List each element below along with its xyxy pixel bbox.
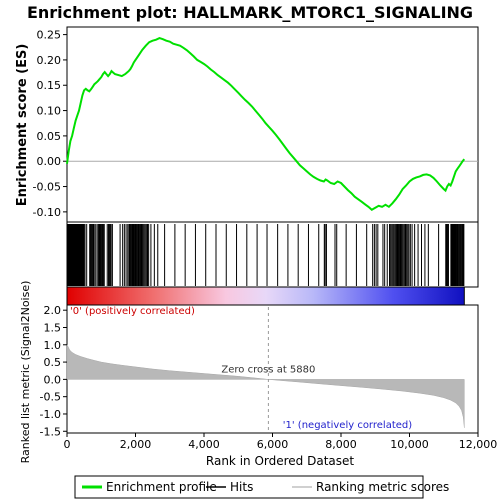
metric-y-tick-label: -1.0 [40, 408, 61, 421]
x-tick-label: 8,000 [325, 438, 357, 451]
es-y-tick-label: 0.20 [37, 54, 62, 67]
es-y-tick-label: 0.00 [37, 155, 62, 168]
hits-marks [66, 224, 465, 286]
legend-label: Ranking metric scores [316, 480, 449, 494]
es-y-tick-label: 0.10 [37, 105, 62, 118]
es-panel-frame [66, 26, 479, 223]
ranking-metric-area [66, 343, 465, 428]
es-y-tick-label: 0.05 [37, 130, 62, 143]
legend: Enrichment profile Hits Ranking metric sco… [82, 480, 449, 494]
x-tick-label: 2,000 [120, 438, 152, 451]
positive-correlation-label: '0' (positively correlated) [70, 306, 195, 317]
x-tick-label: 10,000 [390, 438, 429, 451]
es-y-tick-label: -0.10 [33, 206, 61, 219]
metric-y-tick-label: -0.5 [40, 391, 61, 404]
metric-y-ticks: -1.5 -1.0 -0.5 0.0 0.5 1.0 1.5 2.0 [40, 304, 67, 438]
legend-label: Enrichment profile [106, 480, 217, 494]
x-tick-label: 6,000 [257, 438, 289, 451]
es-y-axis-label: Enrichment score (ES) [15, 44, 30, 207]
es-y-tick-label: 0.25 [37, 29, 62, 42]
x-axis-label: Rank in Ordered Dataset [206, 454, 354, 468]
chart-title: Enrichment plot: HALLMARK_MTORC1_SIGNALI… [27, 3, 473, 22]
x-tick-label: 4,000 [188, 438, 220, 451]
x-axis-ticks: 0 2,000 4,000 6,000 8,000 10,000 12,000 [64, 433, 498, 451]
legend-box [74, 475, 424, 499]
metric-y-axis-label: Ranked list metric (Signal2Noise) [19, 281, 32, 464]
enrichment-profile-line [66, 37, 466, 212]
metric-y-tick-label: 0.0 [44, 373, 62, 386]
legend-label: Hits [230, 480, 253, 494]
metric-y-tick-label: -1.5 [40, 425, 61, 438]
metric-y-tick-label: 2.0 [44, 304, 62, 317]
metric-y-tick-label: 1.0 [44, 339, 62, 352]
x-tick-label: 0 [64, 438, 71, 451]
es-y-tick-label: 0.15 [37, 79, 62, 92]
es-y-tick-label: -0.05 [33, 181, 61, 194]
metric-y-tick-label: 1.5 [44, 321, 62, 334]
metric-y-tick-label: 0.5 [44, 356, 62, 369]
x-tick-label: 12,000 [459, 438, 498, 451]
zero-cross-label: Zero cross at 5880 [221, 364, 315, 375]
negative-correlation-label: '1' (negatively correlated) [283, 420, 412, 431]
es-y-ticks: -0.10 -0.05 0.00 0.05 0.10 0.15 0.20 0.25 [33, 29, 67, 219]
rank-color-bar [66, 286, 465, 306]
